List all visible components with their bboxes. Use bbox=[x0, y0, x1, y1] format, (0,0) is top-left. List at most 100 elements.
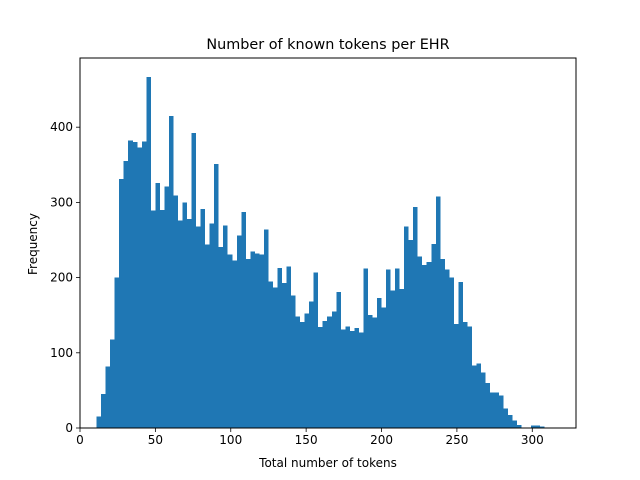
x-axis-ticks: 0 50 100 150 200 250 300 bbox=[76, 428, 544, 447]
histogram-bar bbox=[159, 209, 165, 428]
histogram-bar bbox=[282, 282, 287, 428]
histogram-bar bbox=[105, 366, 111, 428]
histogram-bar bbox=[187, 218, 192, 428]
histogram-bar bbox=[227, 254, 233, 428]
histogram-bar bbox=[367, 315, 373, 428]
histogram-bar bbox=[503, 408, 509, 428]
histogram-bar bbox=[336, 291, 341, 428]
histogram-bar bbox=[327, 316, 332, 428]
histogram-bar bbox=[318, 327, 323, 428]
histogram-bar bbox=[435, 196, 441, 428]
histogram-bar bbox=[205, 244, 210, 428]
histogram-bar bbox=[123, 161, 129, 429]
histogram-bar bbox=[462, 321, 468, 428]
histogram-bar bbox=[254, 253, 260, 428]
histogram-bar bbox=[132, 142, 138, 428]
y-tick-label: 0 bbox=[65, 421, 73, 435]
histogram-bar bbox=[141, 141, 147, 428]
histogram-bar bbox=[471, 365, 477, 428]
histogram-bar bbox=[110, 339, 115, 428]
histogram-bar bbox=[286, 266, 292, 428]
histogram-bar bbox=[309, 301, 314, 428]
histogram-bar bbox=[372, 317, 377, 428]
histogram-bar bbox=[358, 332, 364, 428]
histogram-bar bbox=[426, 261, 432, 428]
histogram-bar bbox=[381, 307, 387, 428]
histogram-bar bbox=[196, 226, 201, 428]
histogram-bar bbox=[277, 267, 283, 428]
histogram-bar bbox=[413, 206, 418, 428]
y-tick-label: 100 bbox=[50, 346, 73, 360]
histogram-bar bbox=[494, 392, 500, 428]
histogram-bar bbox=[539, 426, 545, 428]
histogram-bar bbox=[114, 277, 120, 428]
histogram-bar bbox=[128, 140, 133, 428]
histogram-bar bbox=[467, 326, 472, 428]
histogram-bar bbox=[390, 290, 396, 428]
histogram-bar bbox=[354, 327, 359, 428]
histogram-bar bbox=[209, 223, 215, 428]
histogram-bar bbox=[449, 277, 454, 428]
x-tick-label: 0 bbox=[76, 433, 84, 447]
histogram-bar bbox=[263, 229, 269, 428]
histogram-bar bbox=[191, 133, 197, 428]
histogram-bar bbox=[218, 246, 224, 428]
histogram-bar bbox=[535, 425, 540, 428]
histogram-bar bbox=[295, 316, 301, 428]
histogram-bar bbox=[300, 321, 305, 428]
histogram-bar bbox=[431, 243, 436, 428]
histogram-bar bbox=[250, 251, 255, 428]
histogram-bar bbox=[232, 260, 237, 428]
histogram-bar bbox=[444, 269, 450, 428]
y-tick-label: 200 bbox=[50, 271, 73, 285]
histogram-bar bbox=[177, 220, 183, 428]
x-tick-label: 50 bbox=[148, 433, 163, 447]
histogram-bar bbox=[155, 182, 160, 428]
histogram-bar bbox=[241, 212, 246, 428]
axes-frame bbox=[79, 57, 577, 429]
histogram-bar bbox=[476, 363, 482, 428]
histogram-bar bbox=[101, 394, 106, 428]
histogram-bar bbox=[517, 424, 522, 428]
histogram-bar bbox=[349, 330, 355, 428]
histogram-bar bbox=[173, 195, 178, 428]
histogram-bar bbox=[182, 202, 188, 428]
histogram-bar bbox=[223, 225, 228, 428]
histogram-bar bbox=[417, 256, 423, 428]
histogram-bar bbox=[96, 416, 102, 428]
histogram-bar bbox=[386, 269, 391, 428]
histogram-bar bbox=[291, 295, 296, 428]
histogram-bar bbox=[245, 258, 251, 428]
histogram-bar bbox=[404, 226, 409, 428]
histogram-bar bbox=[268, 281, 273, 428]
y-tick-label: 300 bbox=[50, 195, 73, 209]
x-tick-label: 150 bbox=[295, 433, 318, 447]
histogram-bar bbox=[119, 179, 124, 428]
histogram-bar bbox=[313, 272, 319, 428]
histogram-bar bbox=[363, 268, 368, 428]
histogram-bar bbox=[304, 313, 310, 428]
histogram-bar bbox=[499, 395, 504, 428]
histogram-bar bbox=[164, 186, 169, 428]
histogram-bar bbox=[146, 76, 151, 428]
histogram-bar bbox=[490, 392, 495, 428]
x-tick-label: 300 bbox=[521, 433, 544, 447]
histogram-bar bbox=[200, 209, 206, 428]
histogram-bar bbox=[485, 382, 491, 428]
x-tick-label: 250 bbox=[445, 433, 468, 447]
histogram-bar bbox=[408, 239, 414, 428]
histogram-bar bbox=[137, 147, 142, 428]
chart-title: Number of known tokens per EHR bbox=[206, 37, 449, 53]
histogram-bar bbox=[508, 415, 513, 428]
histogram-bar bbox=[440, 258, 445, 428]
histogram-bar bbox=[422, 264, 427, 428]
y-axis-ticks: 0 100 200 300 400 bbox=[50, 120, 80, 435]
x-axis-label: Total number of tokens bbox=[258, 456, 397, 470]
histogram-bar bbox=[322, 321, 328, 428]
histogram-bar bbox=[168, 115, 174, 429]
histogram-bar bbox=[331, 311, 337, 428]
histogram-bar bbox=[399, 288, 405, 428]
histogram-bar bbox=[259, 254, 264, 428]
histogram-bar bbox=[376, 297, 382, 428]
